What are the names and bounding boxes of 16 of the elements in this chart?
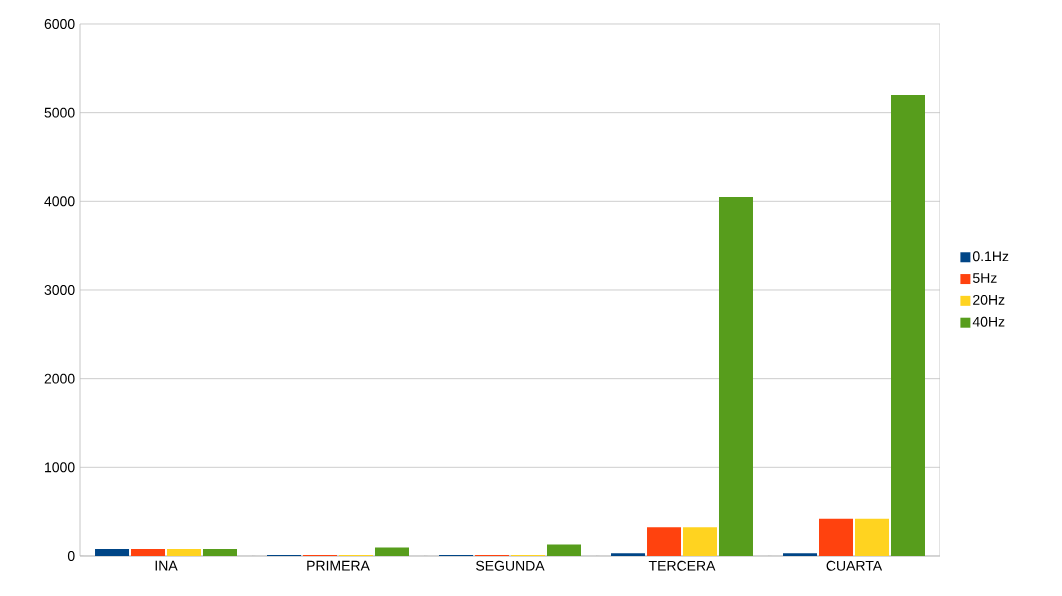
y-tick-label: 6000 xyxy=(44,19,75,29)
x-tick-label: INA xyxy=(155,560,178,571)
legend-label: 40Hz xyxy=(972,316,1005,327)
y-tick-label: 0 xyxy=(67,551,75,561)
x-tick-label: SEGUNDA xyxy=(476,560,545,571)
x-tick-label: PRIMERA xyxy=(307,560,370,571)
x-tick-label: TERCERA xyxy=(648,560,716,571)
y-tick-label: 1000 xyxy=(45,462,75,473)
legend-label: 20Hz xyxy=(973,294,1005,305)
y-tick-label: 5000 xyxy=(44,107,75,118)
legend-label: 0.1Hz xyxy=(972,251,1009,262)
y-tick-label: 4000 xyxy=(44,196,75,207)
x-tick-label: CUARTA xyxy=(826,560,883,571)
y-tick-label: 3000 xyxy=(44,285,75,295)
legend-label: 5Hz xyxy=(972,273,997,283)
y-tick-label: 2000 xyxy=(44,373,75,384)
